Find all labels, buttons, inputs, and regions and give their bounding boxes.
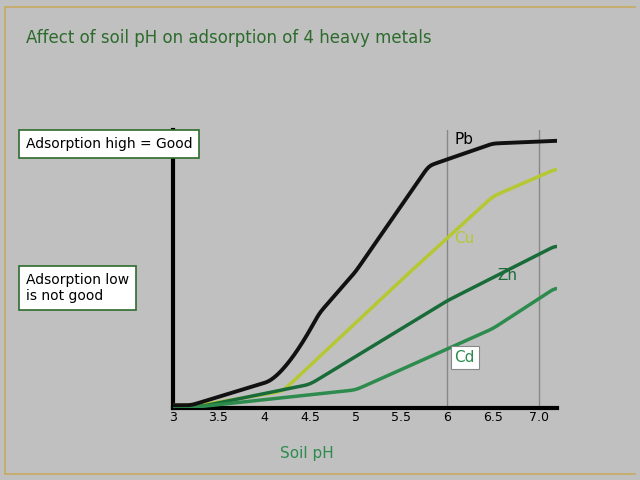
- Text: Adsorption low
is not good: Adsorption low is not good: [26, 273, 129, 303]
- Text: Affect of soil pH on adsorption of 4 heavy metals: Affect of soil pH on adsorption of 4 hea…: [26, 29, 431, 47]
- Text: Cu: Cu: [454, 231, 475, 246]
- Text: Zn: Zn: [497, 267, 517, 283]
- Text: Adsorption high = Good: Adsorption high = Good: [26, 137, 192, 151]
- Text: Pb: Pb: [454, 132, 474, 146]
- Text: Soil pH: Soil pH: [280, 446, 334, 461]
- Text: Cd: Cd: [454, 350, 475, 365]
